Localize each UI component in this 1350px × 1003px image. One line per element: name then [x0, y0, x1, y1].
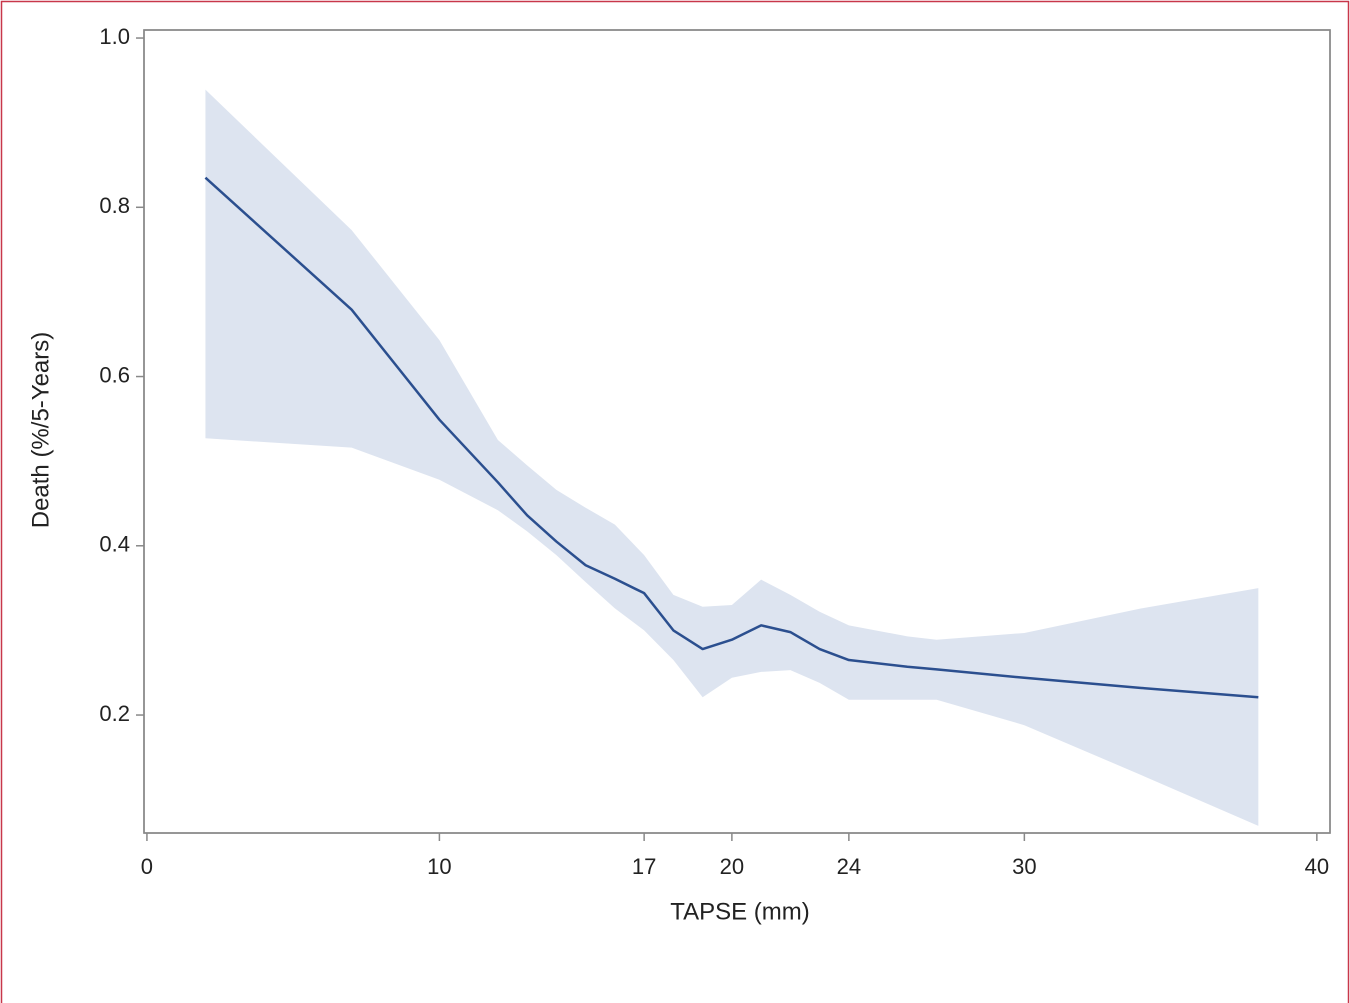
x-tick-label: 24 — [837, 854, 861, 879]
y-tick-label: 0.2 — [99, 701, 130, 726]
x-axis-title: TAPSE (mm) — [670, 898, 810, 925]
x-tick-label: 40 — [1305, 854, 1329, 879]
y-tick-label: 0.6 — [99, 362, 130, 387]
y-tick-label: 1.0 — [99, 24, 130, 49]
x-tick-label: 17 — [632, 854, 656, 879]
x-tick-label: 0 — [141, 854, 153, 879]
plot-frame — [143, 29, 1331, 834]
x-tick-label: 20 — [720, 854, 744, 879]
y-tick-label: 0.4 — [99, 532, 130, 557]
confidence-band — [205, 89, 1259, 826]
line — [204, 176, 1259, 699]
y-tick-label: 0.8 — [99, 193, 130, 218]
x-tick-label: 10 — [427, 854, 451, 879]
x-tick-label: 30 — [1012, 854, 1036, 879]
y-axis-title: Death (%/5-Years) — [27, 332, 54, 529]
